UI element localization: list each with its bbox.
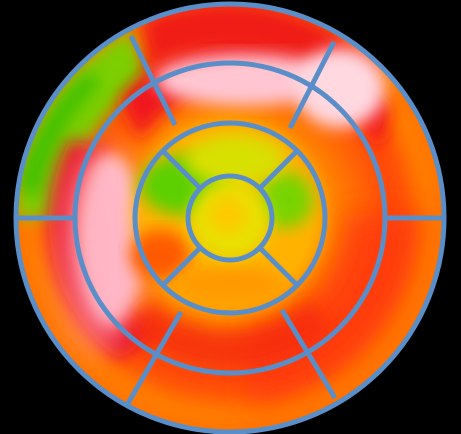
spoke-inner-nw <box>161 149 202 190</box>
spoke-inner-ne <box>258 149 299 190</box>
inner-yellow-top <box>185 135 285 185</box>
left-green-wedge <box>16 30 150 218</box>
ring-inner <box>132 120 328 316</box>
spoke-outer-bottom-left <box>124 310 184 407</box>
bottom-mid-red <box>130 300 330 369</box>
spoke-outer-bottom-right <box>279 308 338 400</box>
ring-apex <box>185 173 275 263</box>
spoke-inner-se <box>258 246 299 287</box>
left-green-core <box>18 70 100 195</box>
spoke-inner-sw <box>161 246 202 287</box>
bottom-right-red-band <box>245 210 421 405</box>
top-right-white-spot <box>295 48 385 128</box>
apex-center <box>210 197 246 233</box>
spoke-outer-top-left <box>128 34 178 127</box>
grid-overlay <box>13 1 447 434</box>
inner-orange-bottom <box>175 265 285 305</box>
spoke-outer-top-right <box>287 40 337 130</box>
inner-orange-left <box>130 230 190 280</box>
